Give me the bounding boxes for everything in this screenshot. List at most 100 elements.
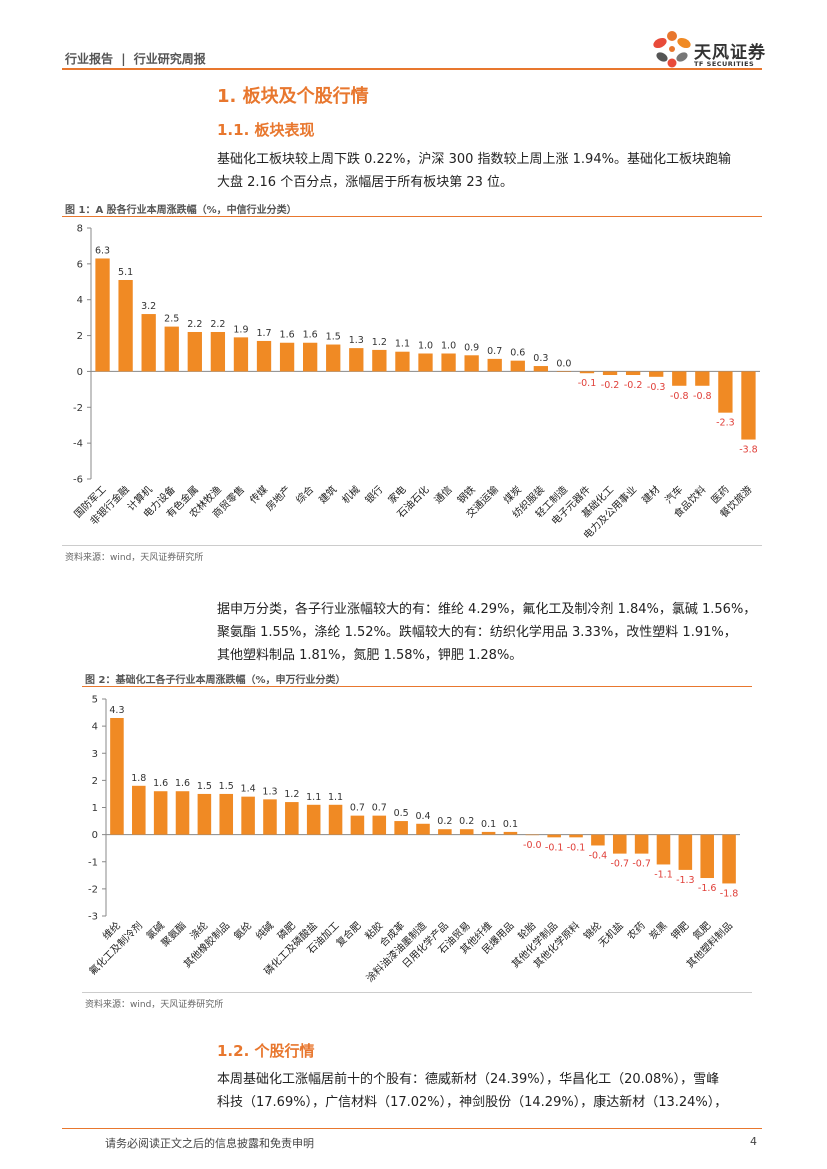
bar [285,802,299,835]
bar [326,344,341,372]
bar-value-label: 1.2 [372,337,387,348]
category-label: 建材 [639,483,662,506]
bar-value-label: 1.1 [395,339,410,350]
bar-value-label: 2.2 [187,319,202,330]
bar-value-label: 1.4 [241,784,256,795]
bar [579,371,595,374]
category-label: 农药 [624,919,647,942]
logo-text-en: TF SECURITIES [694,60,755,68]
bar-value-label: 1.5 [326,332,341,343]
bar-value-label: 6.3 [95,245,110,256]
bar [441,353,456,372]
bar-value-label: 0.7 [372,803,387,814]
bar-value-label: 1.0 [418,341,433,352]
bar-value-label: -2.3 [716,418,735,429]
report-subtype: 行业研究周报 [133,52,206,66]
paragraph-sector-performance: 基础化工板块较上周下跌 0.22%，沪深 300 指数较上周上涨 1.94%。基… [217,148,767,194]
bar [481,831,496,835]
bar [279,342,295,372]
category-label: 综合 [293,483,316,506]
category-label: 纯碱 [253,919,276,942]
bar [303,342,318,372]
bar-value-label: -3.8 [739,445,758,456]
bar [634,834,649,854]
figure2-title: 图 2：基础化工各子行业本周涨跌幅（%，申万行业分类） [85,675,346,686]
category-label: 建筑 [316,483,339,506]
bar-value-label: -0.3 [647,382,666,393]
bar-value-label: 1.5 [219,781,234,792]
bar [263,799,277,835]
paragraph-top-stocks: 本周基础化工涨幅居前十的个股有：德威新材（24.39%），华昌化工（20.08%… [217,1068,767,1114]
paragraph-subindustry: 据申万分类，各子行业涨幅较大的有：维纶 4.29%，氟化工及制冷剂 1.84%，… [217,598,767,667]
bar-value-label: -0.2 [601,380,620,391]
bar-value-label: 0.2 [459,816,474,827]
bar-value-label: 5.1 [118,267,133,278]
bar-value-label: -0.8 [670,391,689,402]
bar-value-label: -0.7 [632,859,651,870]
bar [187,331,202,372]
category-label: 房地产 [263,483,293,513]
bar [503,831,518,835]
bar [153,791,168,835]
y-tick-label: 3 [92,749,98,760]
bar [672,371,687,386]
bar [197,793,212,835]
paragraph-line: 基础化工板块较上周下跌 0.22%，沪深 300 指数较上周上涨 1.94%。基… [217,152,731,167]
footer-divider [62,1128,762,1129]
paragraph-line: 其他塑料制品 1.81%，氮肥 1.58%，钾肥 1.28%。 [217,648,523,663]
bar-value-label: 1.6 [303,330,318,341]
bar-value-label: 1.3 [262,786,277,797]
figure2-top-rule [82,686,752,687]
paragraph-line: 聚氨酯 1.55%，涤纶 1.52%。跌幅较大的有：纺织化学用品 3.33%，改… [217,625,737,640]
bar-value-label: 0.2 [437,816,452,827]
y-tick-label: -1 [88,857,98,868]
logo-petal-icon [653,31,691,68]
header-divider [62,68,762,70]
bar [649,371,664,377]
subsection-title-1: 1.1. 板块表现 [217,121,315,139]
bar-value-label: -1.1 [654,869,673,880]
bar-value-label: -1.8 [720,888,739,899]
bar-value-label: 1.7 [256,328,271,339]
bar [141,314,156,372]
figure1-top-rule [62,216,762,217]
bar-value-label: -0.7 [610,859,629,870]
bar [233,337,249,372]
bar-value-label: 0.9 [464,342,479,353]
bar [372,349,387,372]
subsection-title-2: 1.2. 个股行情 [217,1042,315,1060]
bar-value-label: 0.1 [481,819,496,830]
y-tick-label: -4 [73,439,83,450]
bar-value-label: 0.6 [510,348,525,359]
bar [547,834,561,838]
bar-value-label: 1.5 [197,781,212,792]
header-separator: | [121,52,126,66]
bar [438,829,452,835]
bar-value-label: 0.0 [556,358,571,369]
bar [328,804,343,835]
section-title: 1. 板块及个股行情 [217,86,369,107]
bar-value-label: -0.2 [624,380,643,391]
bar-value-label: 0.7 [487,346,502,357]
bar [602,371,618,376]
bar [175,791,190,835]
bar [241,796,255,835]
bar [349,348,364,372]
bar-value-label: 1.6 [280,330,295,341]
bar-value-label: -0.4 [589,850,608,861]
bar-value-label: 0.1 [503,819,518,830]
bar-value-label: 2.5 [164,314,179,325]
bar-value-label: 2.2 [210,319,225,330]
bar-value-label: 1.8 [131,773,146,784]
y-tick-label: 2 [92,776,98,787]
figure1-title: 图 1：A 股各行业本周涨跌幅（%，中信行业分类） [65,205,297,216]
bar [219,793,234,835]
bar [722,834,736,884]
bar-value-label: 4.3 [109,705,124,716]
y-tick-label: -3 [88,912,98,923]
bar [591,834,605,846]
bar-value-label: 1.6 [153,778,168,789]
y-tick-label: 0 [92,830,98,841]
category-label: 聚氨酯 [158,919,188,949]
bar [525,834,540,836]
